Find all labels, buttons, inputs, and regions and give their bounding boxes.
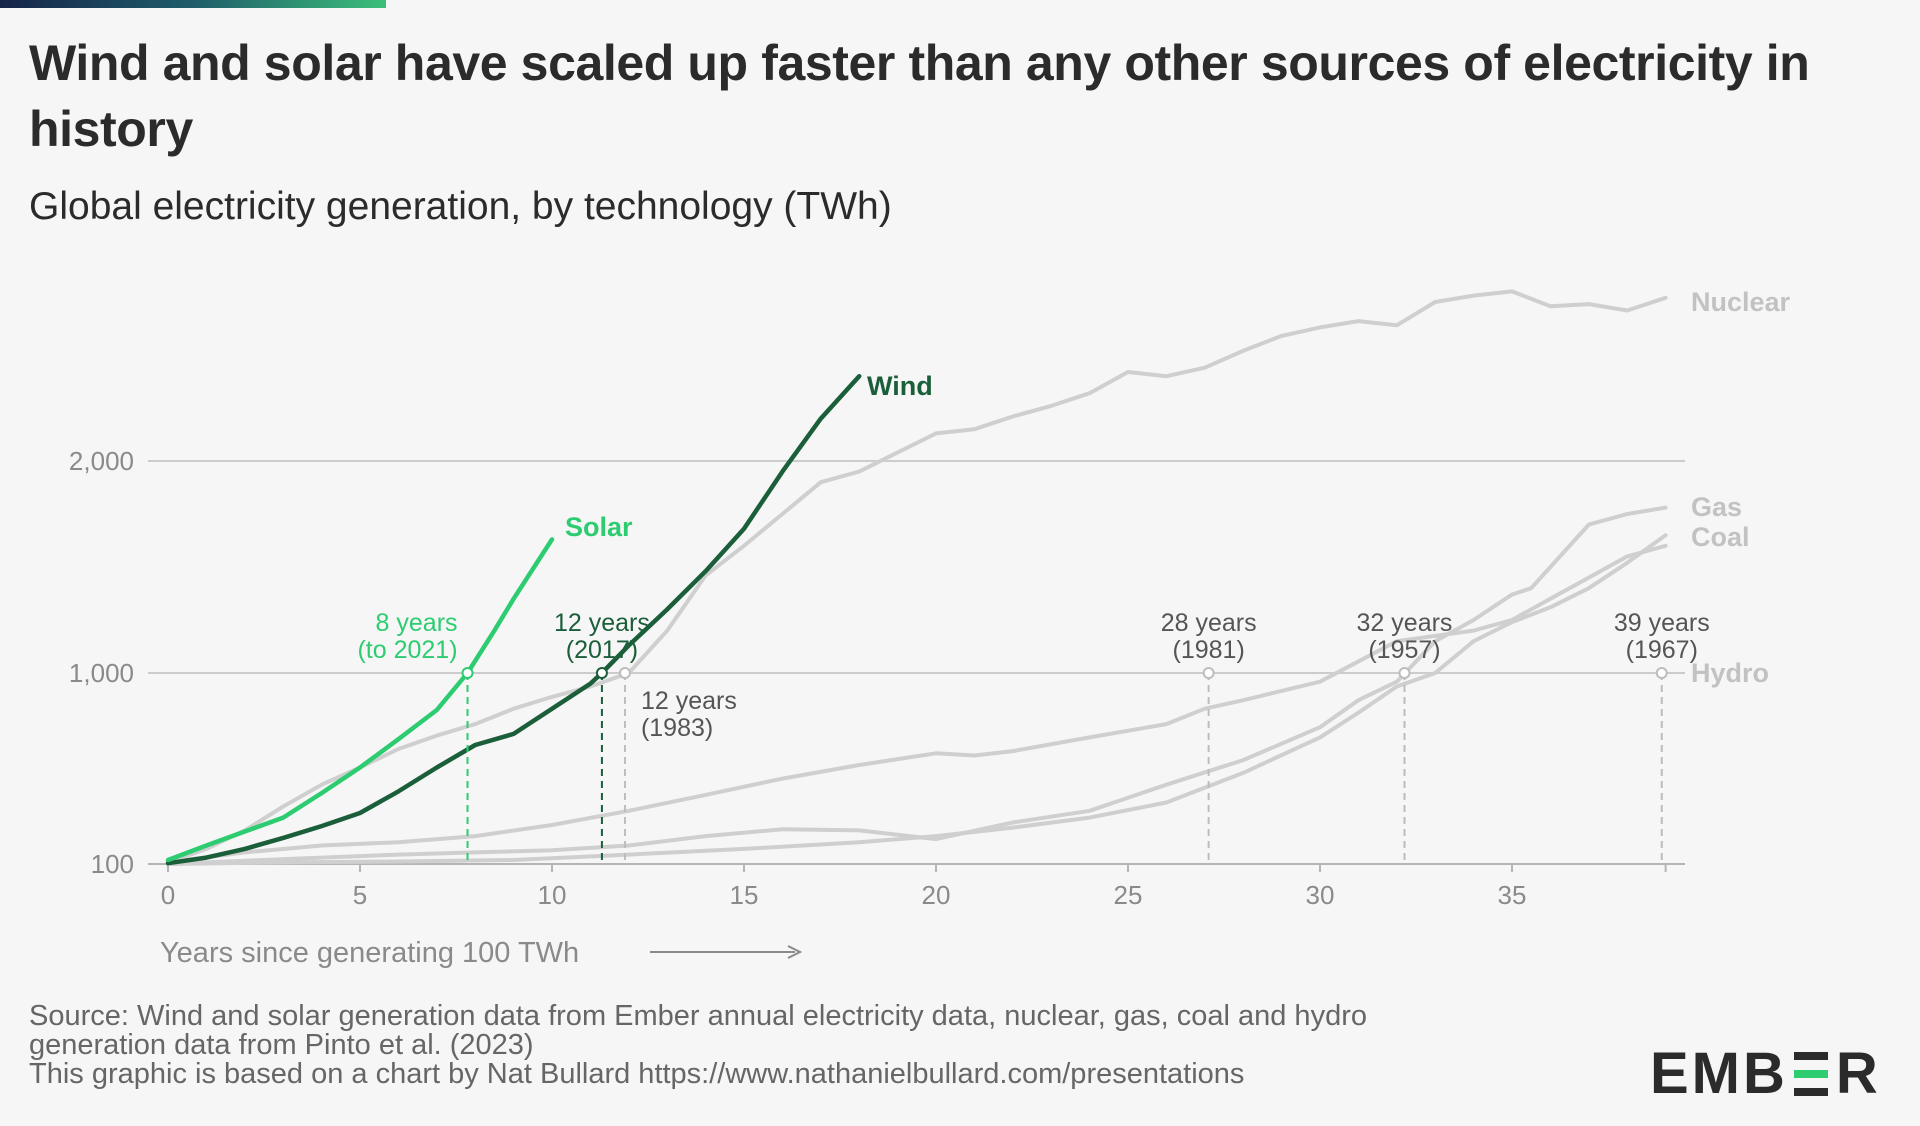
annotation-years: 28 years: [1161, 609, 1257, 637]
series-label-gas: Gas: [1691, 492, 1742, 522]
marker-wind: [595, 667, 608, 679]
x-axis-label: Years since generating 100 TWh: [160, 937, 579, 969]
x-tick-label: 25: [1114, 880, 1143, 910]
chart-subtitle: Global electricity generation, by techno…: [29, 185, 892, 228]
x-tick-label: 0: [161, 880, 175, 910]
x-tick-label: 15: [730, 880, 759, 910]
annotation-years: 12 years: [554, 609, 650, 637]
top-accent-bar: [0, 0, 386, 8]
marker-coal: [1398, 667, 1411, 679]
series-label-solar: Solar: [565, 512, 633, 542]
series-label-coal: Coal: [1691, 522, 1750, 552]
x-tick-label: 5: [353, 880, 367, 910]
annotation-year: (2017): [566, 636, 638, 664]
series-line-gas: [166, 505, 1668, 866]
x-tick-label: 35: [1498, 880, 1527, 910]
annotation-year: (to 2021): [357, 636, 457, 664]
y-tick-label: 1,000: [69, 658, 134, 688]
series-label-hydro: Hydro: [1691, 658, 1769, 688]
x-tick-label: 10: [538, 880, 567, 910]
series-line-solar: [165, 537, 555, 863]
credit-line: This graphic is based on a chart by Nat …: [29, 1058, 1245, 1090]
marker-nuclear: [618, 667, 631, 679]
annotation-year: (1983): [641, 714, 713, 742]
logo-text-left: EMB: [1650, 1041, 1788, 1106]
x-tick-label: 30: [1306, 880, 1335, 910]
y-tick-label: 2,000: [69, 446, 134, 476]
series-label-wind: Wind: [867, 371, 933, 401]
y-tick-label: 100: [91, 849, 134, 879]
x-tick-label: 20: [922, 880, 951, 910]
marker-solar: [461, 667, 474, 679]
annotation-years: 8 years: [376, 609, 458, 637]
source-line-2: generation data from Pinto et al. (2023): [29, 1029, 534, 1061]
line-chart: 100 1,000 2,000 0 5 10 15 20 25 30 35 Years since g…: [69, 287, 1791, 969]
annotation-year: (1981): [1173, 636, 1245, 664]
logo-e-mark: [1793, 1051, 1828, 1096]
footer: Source: Wind and solar generation data f…: [29, 1002, 1589, 1089]
series-label-nuclear: Nuclear: [1691, 287, 1791, 317]
x-axis-arrowhead: [787, 945, 803, 959]
marker-gas: [1655, 667, 1668, 679]
annotation-years: 39 years: [1614, 609, 1710, 637]
annotation-years: 32 years: [1357, 609, 1453, 637]
marker-hydro: [1202, 667, 1215, 679]
series-line-coal: [166, 533, 1668, 866]
series-line-wind: [165, 373, 862, 866]
ember-logo: EMB R: [1650, 1040, 1881, 1107]
annotation-years: 12 years: [641, 687, 737, 715]
series-line-hydro: [166, 543, 1668, 865]
annotation-year: (1957): [1368, 636, 1440, 664]
logo-text-right: R: [1835, 1041, 1881, 1106]
annotation-year: (1967): [1626, 636, 1698, 664]
series-line-nuclear: [166, 289, 1668, 865]
source-line-1: Source: Wind and solar generation data f…: [29, 1000, 1367, 1032]
chart-title: Wind and solar have scaled up faster tha…: [29, 35, 1810, 157]
